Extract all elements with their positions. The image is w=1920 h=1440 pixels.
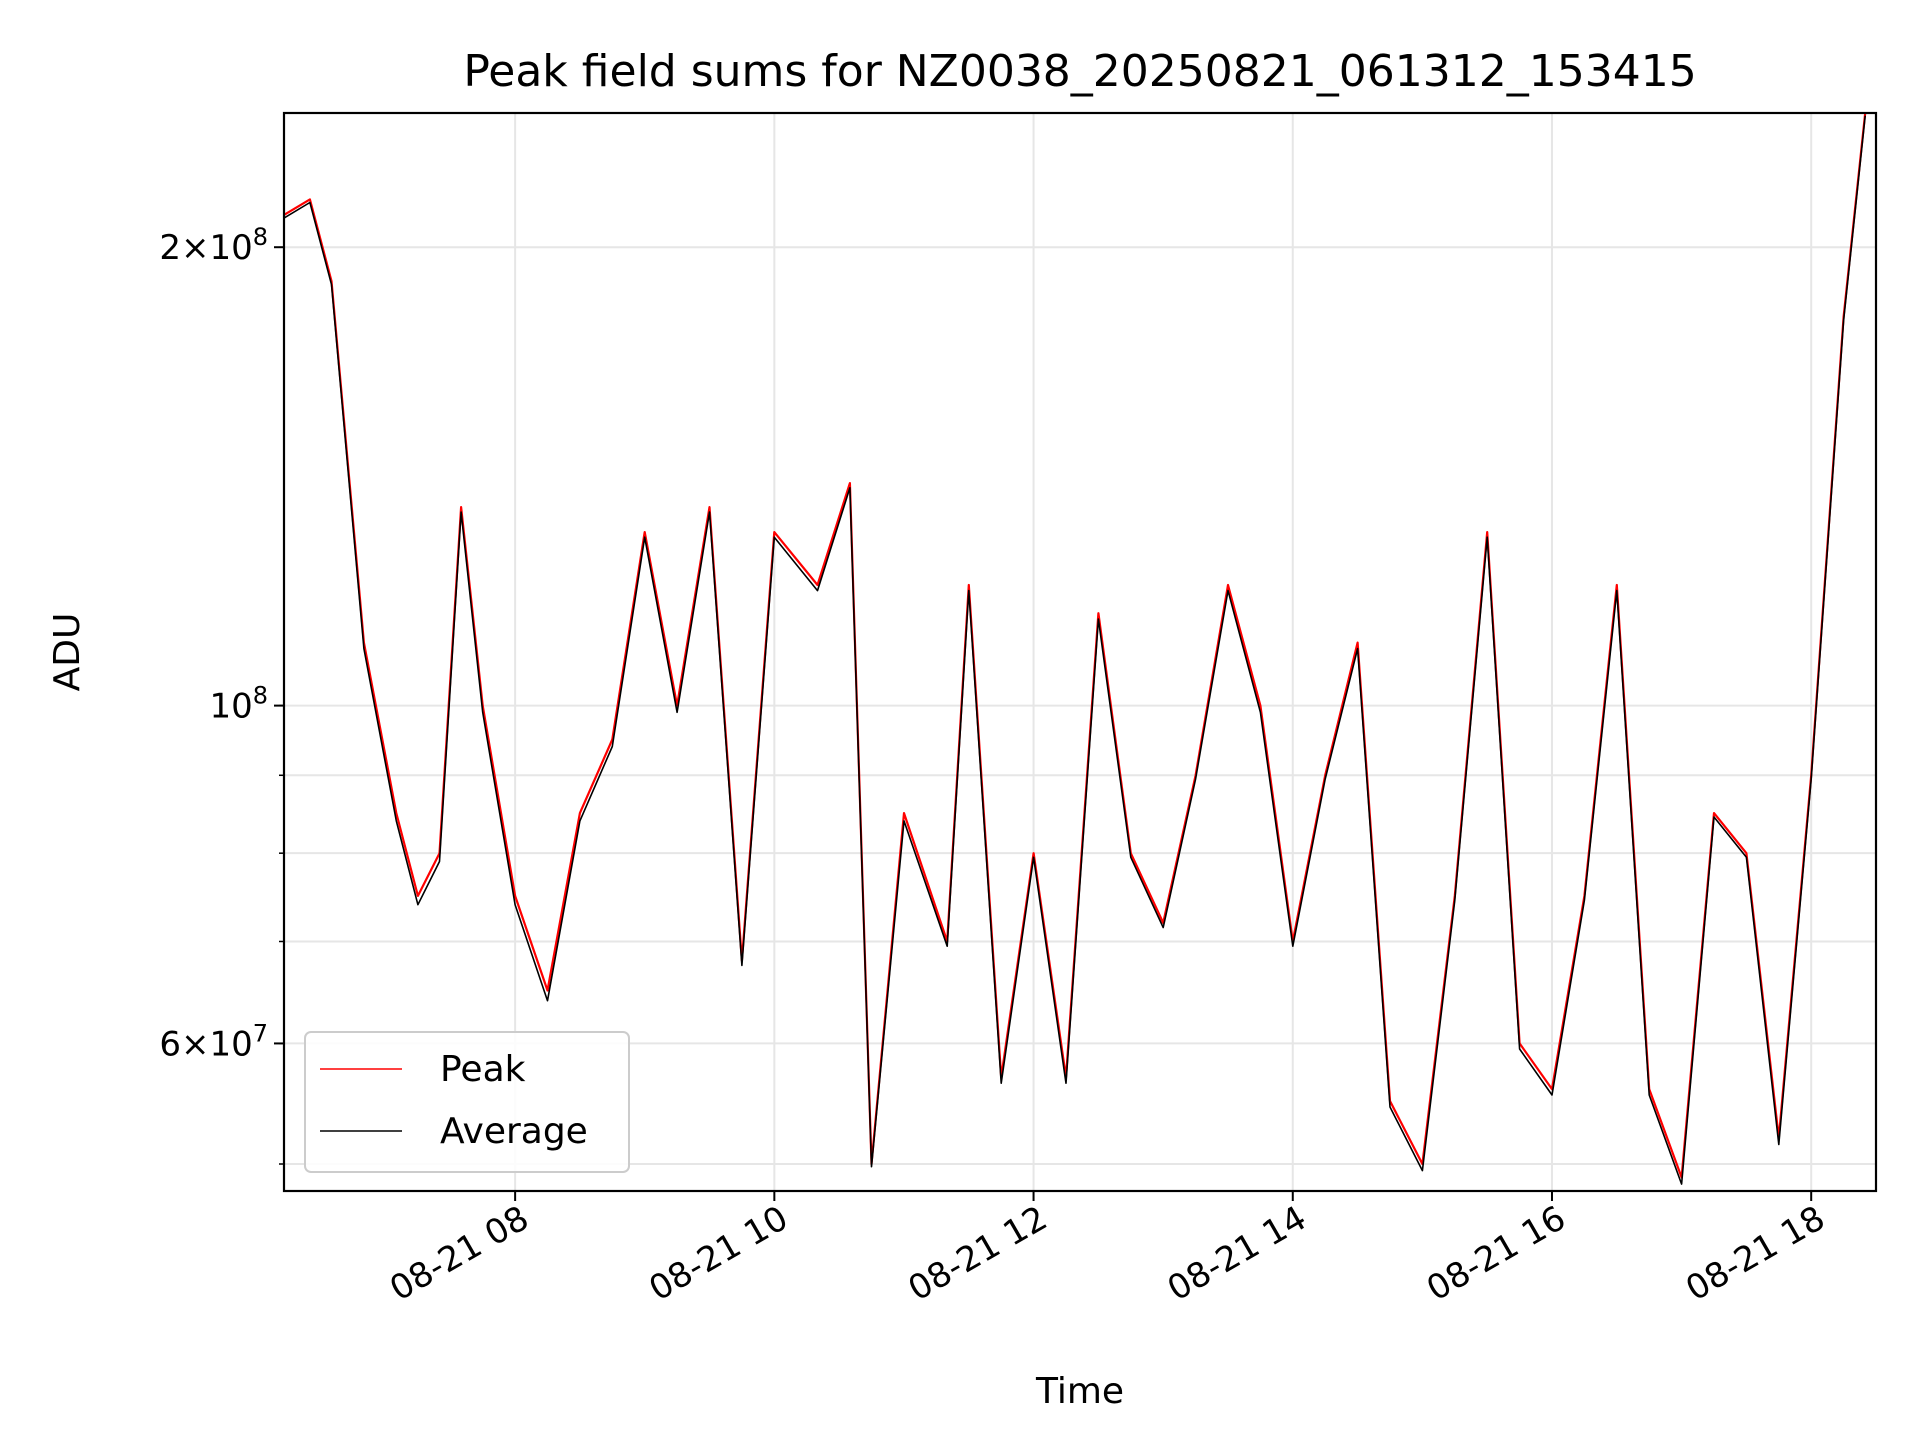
y-tick-label: 2×108 <box>159 223 268 268</box>
y-axis: 6×107 108 2×108 <box>159 223 284 1165</box>
series-lines <box>283 112 1867 1185</box>
legend: Peak Average <box>304 1031 630 1173</box>
y-axis-label: ADU <box>47 613 88 692</box>
y-tick-label: 6×107 <box>159 1019 268 1064</box>
plot-frame <box>282 111 1878 1193</box>
grid <box>284 113 1876 1191</box>
legend-box <box>304 1031 630 1173</box>
legend-label-peak: Peak <box>440 1049 526 1090</box>
series-line-average <box>283 115 1866 1185</box>
y-tick-label: 108 <box>209 682 268 727</box>
x-axis-label: Time <box>1035 1371 1124 1412</box>
chart-title: Peak field sums for NZ0038_20250821_0613… <box>463 46 1696 97</box>
legend-label-average: Average <box>440 1111 588 1152</box>
